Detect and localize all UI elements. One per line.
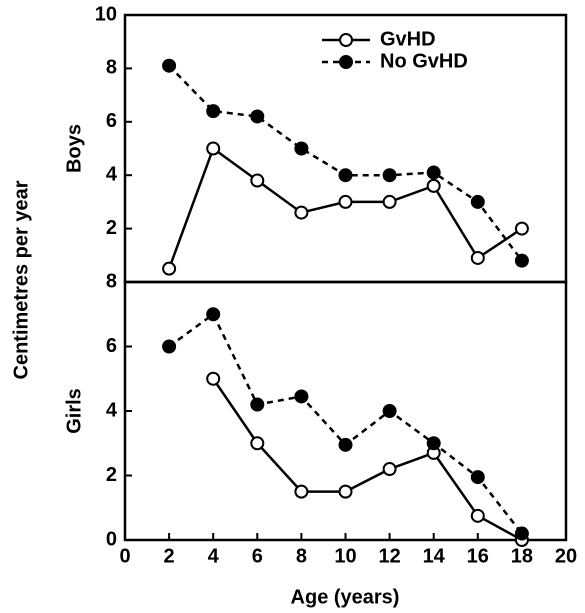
series-line xyxy=(168,64,523,262)
y-tick-label: 8 xyxy=(106,270,117,292)
data-point xyxy=(382,194,397,209)
data-point xyxy=(470,470,485,485)
x-tick-label: 8 xyxy=(296,545,307,567)
panel-label: Girls xyxy=(63,388,85,434)
panel-label: Boys xyxy=(63,124,85,173)
x-tick-label: 20 xyxy=(555,545,577,567)
data-point xyxy=(294,389,309,404)
y-tick-label: 4 xyxy=(106,163,118,185)
data-point xyxy=(250,109,265,124)
x-axis-label: Age (years) xyxy=(291,586,400,608)
y-tick-label: 4 xyxy=(106,399,118,421)
y-tick-label: 6 xyxy=(106,110,117,132)
y-axis-label: Centimetres per year xyxy=(10,180,32,379)
legend-label: GvHD xyxy=(380,28,436,50)
series-line xyxy=(212,378,523,542)
x-tick-label: 4 xyxy=(208,545,220,567)
data-point xyxy=(338,168,353,183)
data-point xyxy=(382,404,397,418)
x-tick-label: 16 xyxy=(467,545,489,567)
data-point xyxy=(294,141,309,156)
data-point xyxy=(470,250,485,265)
series-line xyxy=(168,312,523,535)
y-tick-label: 8 xyxy=(106,57,117,79)
data-point xyxy=(294,484,309,499)
data-point xyxy=(382,462,397,477)
data-point xyxy=(426,178,441,193)
data-point xyxy=(250,397,265,412)
data-point xyxy=(514,526,529,541)
data-point xyxy=(426,165,441,180)
data-point xyxy=(162,58,177,73)
data-point xyxy=(250,173,265,188)
data-point xyxy=(206,104,221,119)
data-point xyxy=(514,221,529,236)
y-tick-label: 2 xyxy=(106,217,117,239)
data-point xyxy=(470,194,485,209)
data-point xyxy=(338,437,353,452)
x-tick-label: 6 xyxy=(252,545,263,567)
x-tick-label: 12 xyxy=(378,545,400,567)
data-point xyxy=(162,261,177,276)
x-tick-label: 18 xyxy=(511,545,533,567)
y-tick-label: 10 xyxy=(95,3,117,25)
data-point xyxy=(294,205,309,220)
x-tick-label: 0 xyxy=(119,545,130,567)
data-point xyxy=(206,371,221,386)
data-point xyxy=(382,168,397,183)
data-point xyxy=(250,436,265,451)
y-tick-label: 0 xyxy=(106,528,117,550)
data-point xyxy=(162,339,177,354)
x-tick-label: 10 xyxy=(334,545,356,567)
data-point xyxy=(514,253,529,268)
data-point xyxy=(206,307,221,322)
y-tick-label: 2 xyxy=(106,464,117,486)
y-tick-label: 6 xyxy=(106,335,117,357)
data-point xyxy=(426,436,441,451)
legend-marker xyxy=(339,33,353,47)
x-tick-label: 2 xyxy=(164,545,175,567)
legend-label: No GvHD xyxy=(380,50,468,72)
data-point xyxy=(338,484,353,499)
data-point xyxy=(470,508,485,523)
data-point xyxy=(338,194,353,209)
legend-marker xyxy=(339,55,353,69)
data-point xyxy=(206,141,221,156)
plot-frame xyxy=(123,280,568,542)
x-tick-label: 14 xyxy=(423,545,446,567)
